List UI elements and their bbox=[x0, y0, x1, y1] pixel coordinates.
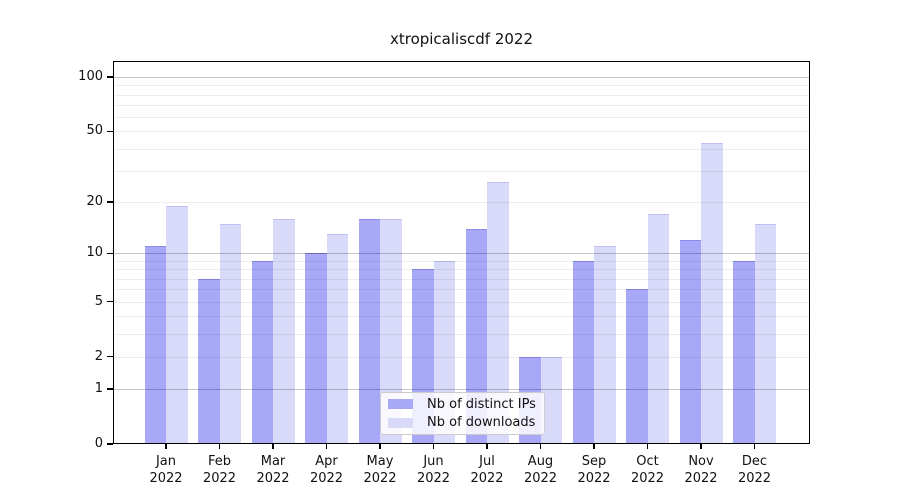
y-tick-label: 5 bbox=[94, 293, 103, 309]
y-tick-mark bbox=[107, 76, 113, 78]
y-tick-mark bbox=[107, 388, 113, 390]
minor-gridline bbox=[113, 316, 810, 318]
y-tick-mark bbox=[107, 355, 113, 358]
x-tick-mark bbox=[165, 444, 167, 449]
legend: Nb of distinct IPs Nb of downloads bbox=[380, 392, 545, 435]
bar-distinct-ips bbox=[733, 260, 755, 444]
minor-gridline bbox=[113, 301, 810, 303]
minor-gridline bbox=[113, 117, 810, 119]
bar-downloads bbox=[701, 143, 723, 444]
x-tick-label: Mar 2022 bbox=[256, 454, 290, 486]
y-tick-mark bbox=[107, 300, 113, 303]
legend-label-downloads: Nb of downloads bbox=[427, 415, 536, 431]
y-tick-mark bbox=[107, 252, 113, 255]
major-gridline bbox=[113, 77, 810, 78]
y-tick-label: 50 bbox=[86, 123, 103, 139]
x-tick-label: Jan 2022 bbox=[149, 454, 183, 486]
x-tick-mark bbox=[486, 444, 488, 449]
bar-downloads bbox=[594, 246, 616, 444]
bar-downloads bbox=[540, 356, 562, 444]
x-tick-label: Sep 2022 bbox=[577, 454, 611, 486]
x-tick-mark bbox=[432, 444, 435, 449]
x-tick-mark bbox=[272, 444, 274, 449]
y-tick-label: 20 bbox=[86, 193, 103, 209]
y-tick-mark bbox=[107, 130, 113, 133]
bar-distinct-ips bbox=[198, 278, 220, 444]
x-tick-mark bbox=[646, 444, 649, 449]
legend-entry-downloads: Nb of downloads bbox=[388, 414, 537, 433]
plot-area bbox=[113, 61, 810, 444]
bar-downloads bbox=[647, 214, 669, 444]
y-tick-label: 100 bbox=[78, 69, 103, 84]
legend-swatch-downloads bbox=[388, 417, 413, 428]
major-gridline bbox=[113, 388, 810, 390]
bar-distinct-ips bbox=[305, 253, 327, 444]
bar-downloads bbox=[326, 234, 348, 444]
y-tick-label: 2 bbox=[94, 348, 103, 364]
x-tick-label: Jul 2022 bbox=[470, 454, 504, 486]
chart-title: xtropicaliscdf 2022 bbox=[389, 30, 534, 48]
legend-label-distinct-ips: Nb of distinct IPs bbox=[427, 396, 536, 412]
minor-gridline bbox=[113, 105, 810, 107]
x-tick-label: Feb 2022 bbox=[202, 454, 237, 486]
x-tick-mark bbox=[218, 444, 221, 449]
minor-gridline bbox=[113, 201, 810, 203]
x-tick-mark bbox=[593, 444, 595, 449]
minor-gridline bbox=[113, 85, 810, 87]
bar-downloads bbox=[219, 223, 241, 444]
minor-gridline bbox=[113, 148, 810, 150]
x-tick-label: May 2022 bbox=[363, 454, 397, 486]
x-tick-label: Aug 2022 bbox=[523, 454, 558, 486]
y-tick-label: 1 bbox=[94, 380, 103, 396]
minor-gridline bbox=[113, 131, 810, 133]
y-tick-mark bbox=[107, 201, 113, 203]
x-tick-mark bbox=[379, 444, 381, 449]
minor-gridline bbox=[113, 333, 810, 335]
minor-gridline bbox=[113, 289, 810, 291]
minor-gridline bbox=[113, 260, 810, 262]
bar-distinct-ips bbox=[626, 289, 648, 444]
x-tick-mark bbox=[700, 444, 702, 449]
x-tick-label: Dec 2022 bbox=[737, 454, 772, 486]
x-tick-mark bbox=[539, 444, 542, 449]
x-tick-label: Apr 2022 bbox=[309, 454, 344, 486]
x-tick-label: Jun 2022 bbox=[416, 454, 451, 486]
bar-downloads bbox=[380, 218, 402, 444]
legend-entry-distinct-ips: Nb of distinct IPs bbox=[388, 395, 537, 414]
y-tick-mark bbox=[107, 443, 113, 445]
x-tick-label: Oct 2022 bbox=[630, 454, 665, 486]
bar-distinct-ips bbox=[144, 246, 166, 444]
bar-distinct-ips bbox=[465, 228, 487, 444]
x-tick-mark bbox=[753, 444, 756, 449]
bar-downloads bbox=[754, 223, 776, 444]
bar-distinct-ips bbox=[572, 260, 594, 444]
bar-distinct-ips bbox=[679, 240, 701, 444]
minor-gridline bbox=[113, 170, 810, 172]
bar-downloads bbox=[273, 218, 295, 444]
major-gridline bbox=[113, 253, 810, 255]
bar-distinct-ips bbox=[251, 260, 273, 444]
y-tick-label: 10 bbox=[86, 245, 103, 261]
minor-gridline bbox=[113, 278, 810, 280]
minor-gridline bbox=[113, 94, 810, 96]
bar-downloads bbox=[166, 205, 188, 444]
x-tick-label: Nov 2022 bbox=[684, 454, 718, 486]
y-tick-label: 0 bbox=[94, 436, 103, 451]
bar-distinct-ips bbox=[358, 218, 380, 444]
x-tick-mark bbox=[325, 444, 328, 449]
bar-downloads bbox=[487, 181, 509, 444]
legend-swatch-distinct-ips bbox=[388, 399, 413, 410]
minor-gridline bbox=[113, 356, 810, 358]
minor-gridline bbox=[113, 269, 810, 271]
